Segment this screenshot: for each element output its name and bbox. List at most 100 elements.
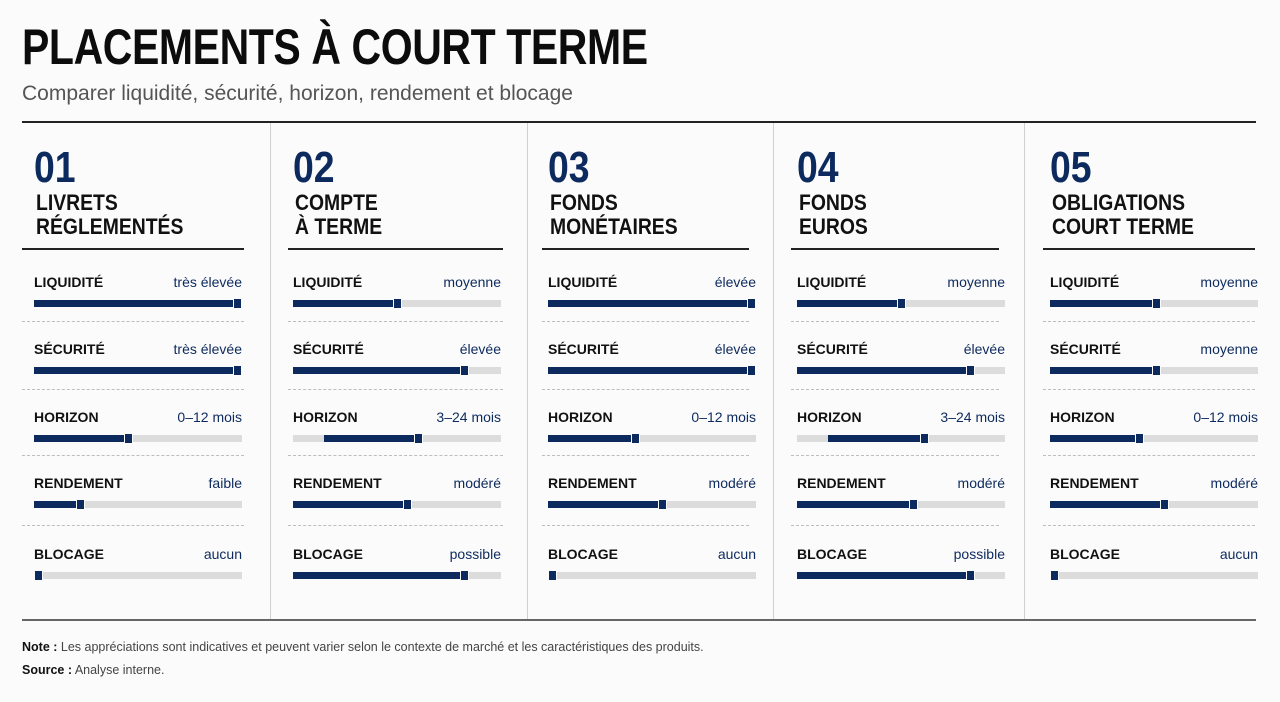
- level-fill: [1050, 367, 1157, 374]
- level-fill: [548, 435, 636, 442]
- card-number: 03: [548, 143, 590, 192]
- page-subtitle: Comparer liquidité, sécurité, horizon, r…: [22, 82, 573, 105]
- criterion-value: très élevée: [173, 274, 242, 290]
- row-divider: [22, 455, 244, 456]
- level-track: [34, 499, 242, 510]
- level-track: [1050, 499, 1258, 510]
- level-marker: [459, 570, 469, 581]
- criterion-value: 0–12 mois: [691, 409, 756, 425]
- criterion-value: élevée: [963, 341, 1005, 357]
- row-divider: [22, 321, 244, 322]
- note-label: Note :: [22, 640, 58, 654]
- level-marker: [413, 433, 423, 444]
- criterion-label: HORIZON: [797, 409, 862, 425]
- level-track: [1050, 570, 1258, 581]
- criterion-label: LIQUIDITÉ: [548, 274, 618, 290]
- card-title: FONDS MONÉTAIRES: [550, 191, 678, 239]
- criterion-value: moyenne: [947, 274, 1005, 290]
- level-fill: [797, 300, 901, 307]
- criterion-value: moyenne: [1200, 341, 1258, 357]
- card-number: 02: [293, 143, 335, 192]
- criterion-value: élevée: [459, 341, 501, 357]
- criterion-label: HORIZON: [1050, 409, 1115, 425]
- criterion-label: BLOCAGE: [548, 546, 618, 562]
- product-card: 01 LIVRETS RÉGLEMENTÉS LIQUIDITÉ très élevée…: [0, 123, 1280, 619]
- level-marker: [75, 499, 85, 510]
- row-divider: [22, 389, 244, 390]
- level-fill: [797, 572, 970, 579]
- criterion-label: RENDEMENT: [548, 475, 637, 491]
- product-card: 05 OBLIGATIONS COURT TERME LIQUIDITÉ moyenne…: [0, 123, 1280, 619]
- card-title-line: RÉGLEMENTÉS: [36, 214, 184, 239]
- level-fill: [34, 367, 242, 374]
- card-title-line: COURT TERME: [1052, 214, 1194, 239]
- criterion-label: HORIZON: [548, 409, 613, 425]
- level-track: [1050, 298, 1258, 309]
- row-divider: [288, 455, 503, 456]
- row-divider: [288, 389, 503, 390]
- row-divider: [288, 525, 503, 526]
- criterion-value: modéré: [708, 475, 756, 491]
- level-track: [548, 365, 756, 376]
- row-divider: [1043, 455, 1255, 456]
- top-rule: [22, 121, 1256, 123]
- row-divider: [542, 455, 749, 456]
- level-fill: [293, 501, 408, 508]
- level-fill: [34, 300, 242, 307]
- level-fill: [293, 572, 464, 579]
- level-track: [34, 365, 242, 376]
- criterion-label: SÉCURITÉ: [1050, 341, 1121, 357]
- source-label: Source :: [22, 663, 73, 677]
- row-divider: [1043, 321, 1255, 322]
- criterion-value: aucun: [203, 546, 242, 562]
- column-separator: [270, 123, 271, 619]
- criterion-label: LIQUIDITÉ: [1050, 274, 1120, 290]
- level-fill: [324, 435, 418, 442]
- card-rule: [22, 248, 244, 250]
- level-fill: [828, 435, 924, 442]
- row-divider: [791, 455, 999, 456]
- criterion-value: modéré: [1210, 475, 1258, 491]
- criterion-value: aucun: [1219, 546, 1258, 562]
- criterion-value: 3–24 mois: [940, 409, 1005, 425]
- criterion-value: moyenne: [1200, 274, 1258, 290]
- criterion-label: LIQUIDITÉ: [797, 274, 867, 290]
- criterion-value: moyenne: [443, 274, 501, 290]
- bottom-rule: [22, 619, 1256, 621]
- level-marker: [747, 365, 756, 376]
- row-divider: [542, 525, 749, 526]
- criterion-label: RENDEMENT: [797, 475, 886, 491]
- row-divider: [791, 321, 999, 322]
- criterion-label: RENDEMENT: [34, 475, 123, 491]
- level-marker: [1160, 499, 1170, 510]
- criterion-label: BLOCAGE: [1050, 546, 1120, 562]
- level-marker: [909, 499, 919, 510]
- criterion-value: 0–12 mois: [1193, 409, 1258, 425]
- level-marker: [233, 365, 242, 376]
- card-number: 01: [34, 143, 76, 192]
- criterion-label: SÉCURITÉ: [797, 341, 868, 357]
- level-marker: [1135, 433, 1145, 444]
- level-marker: [1152, 365, 1162, 376]
- level-fill: [1050, 501, 1165, 508]
- criterion-label: LIQUIDITÉ: [293, 274, 363, 290]
- criterion-label: RENDEMENT: [1050, 475, 1139, 491]
- level-fill: [548, 300, 756, 307]
- level-track: [293, 570, 501, 581]
- level-fill: [1050, 300, 1157, 307]
- row-divider: [791, 389, 999, 390]
- card-title-line: OBLIGATIONS: [1052, 190, 1186, 215]
- product-card: 02 COMPTE À TERME LIQUIDITÉ moyenne SÉCURITÉ é…: [0, 123, 1280, 619]
- level-track: [797, 365, 1005, 376]
- card-title-line: MONÉTAIRES: [550, 214, 678, 239]
- criterion-value: très élevée: [173, 341, 242, 357]
- criterion-value: possible: [449, 546, 501, 562]
- level-marker: [1152, 298, 1162, 309]
- level-track: [548, 298, 756, 309]
- criterion-value: possible: [953, 546, 1005, 562]
- level-track: [548, 570, 756, 581]
- level-track: [293, 433, 501, 444]
- level-track: [797, 499, 1005, 510]
- card-number: 05: [1050, 143, 1092, 192]
- column-separator: [1024, 123, 1025, 619]
